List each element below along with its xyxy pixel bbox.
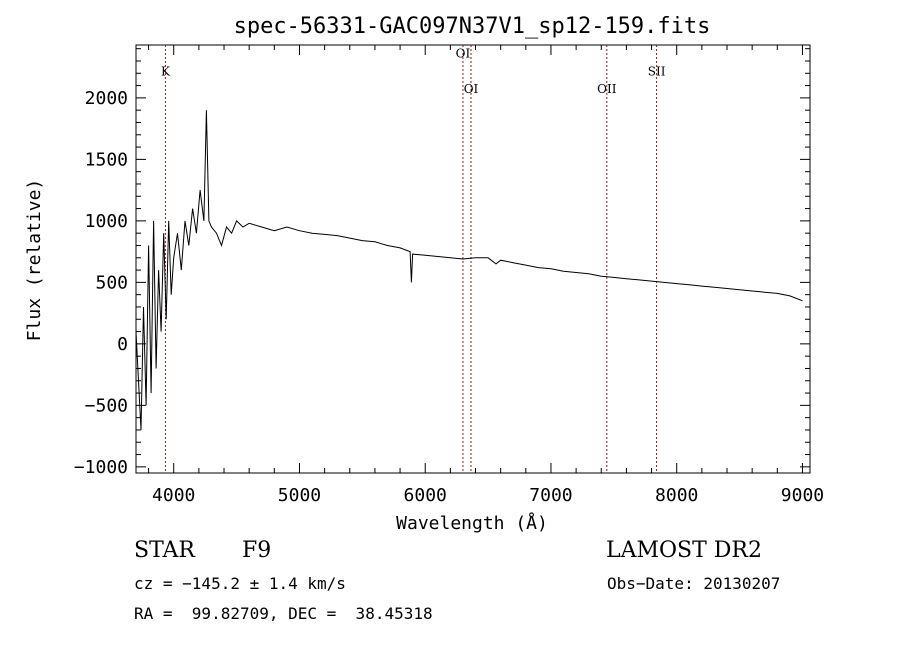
survey-name: LAMOST DR2 [606, 538, 762, 563]
y-tick-label: −500 [85, 395, 128, 416]
x-tick-label: 5000 [278, 485, 321, 506]
y-tick-label: −1000 [74, 457, 128, 478]
spectral-line-label: OII [597, 82, 617, 96]
object-subclass: F9 [242, 538, 272, 563]
y-tick-label: 1000 [85, 211, 128, 232]
spectral-line-label: OI [464, 82, 479, 96]
y-tick-label: 0 [117, 334, 128, 355]
x-axis-ticks: 4000 5000 6000 7000 8000 9000 [148, 45, 824, 506]
object-class: STAR [134, 538, 195, 563]
x-axis-label: Wavelength (Å) [396, 512, 548, 534]
x-tick-label: 9000 [781, 485, 824, 506]
spectral-line-markers: K OI OI OII SII [161, 45, 666, 473]
y-axis-label: Flux (relative) [24, 179, 45, 342]
spectral-line-label: K [161, 65, 171, 79]
y-tick-label: 2000 [85, 88, 128, 109]
x-tick-label: 4000 [152, 485, 195, 506]
spectrum-line [135, 110, 803, 431]
chart-title: spec-56331-GAC097N37V1_sp12-159.fits [234, 14, 711, 39]
spectral-line-label: SII [648, 65, 666, 79]
coordinates-text: RA = 99.82709, DEC = 38.45318 [134, 604, 433, 623]
x-tick-label: 8000 [655, 485, 698, 506]
y-axis-ticks: −1000 −500 0 500 1000 1500 2000 [74, 48, 810, 478]
x-tick-label: 7000 [529, 485, 572, 506]
redshift-text: cz = −145.2 ± 1.4 km/s [134, 574, 346, 593]
spectral-line-label: OI [456, 46, 471, 60]
obs-date-text: Obs−Date: 20130207 [607, 574, 781, 593]
x-tick-label: 6000 [404, 485, 447, 506]
y-tick-label: 500 [95, 272, 128, 293]
y-tick-label: 1500 [85, 149, 128, 170]
plot-frame [135, 44, 811, 474]
